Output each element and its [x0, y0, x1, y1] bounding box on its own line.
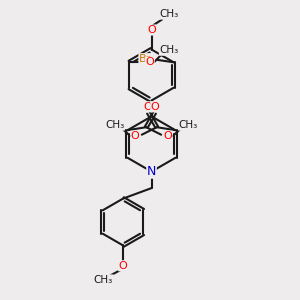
Text: CH₃: CH₃ — [159, 45, 178, 55]
Text: O: O — [164, 131, 172, 141]
Text: O: O — [151, 102, 160, 112]
Text: O: O — [118, 261, 127, 271]
Text: O: O — [143, 102, 152, 112]
Text: O: O — [131, 131, 140, 141]
Text: CH₃: CH₃ — [94, 275, 113, 285]
Text: O: O — [146, 57, 154, 67]
Text: N: N — [147, 165, 156, 178]
Text: Br: Br — [139, 54, 151, 64]
Text: CH₃: CH₃ — [178, 120, 198, 130]
Text: CH₃: CH₃ — [159, 9, 178, 19]
Text: O: O — [147, 25, 156, 35]
Text: CH₃: CH₃ — [105, 120, 124, 130]
